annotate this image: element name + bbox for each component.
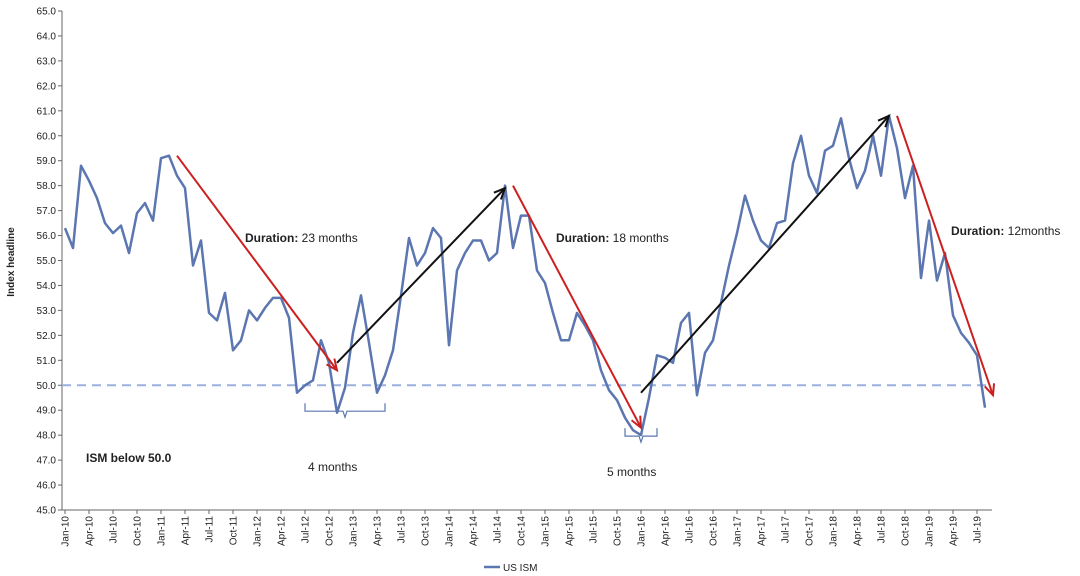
x-tick-label: Oct-16 [709, 516, 720, 546]
y-axis-title: Index headline [6, 227, 17, 297]
y-tick-label: 53.0 [37, 306, 57, 317]
below-50-label-2: 5 months [607, 465, 656, 479]
x-tick-label: Apr-14 [469, 516, 480, 546]
x-tick-label: Apr-10 [85, 516, 96, 546]
x-tick-label: Jul-17 [781, 516, 792, 544]
x-tick-label: Jan-17 [733, 516, 744, 547]
y-tick-label: 47.0 [37, 456, 57, 467]
y-tick-label: 45.0 [37, 506, 57, 517]
trend-arrow-4 [640, 113, 891, 394]
x-tick-label: Jan-10 [61, 516, 72, 547]
duration-label-3: Duration: 12months [951, 224, 1060, 238]
duration-label-2-bold: Duration: [556, 231, 609, 245]
y-tick-label: 61.0 [37, 106, 57, 117]
x-tick-label: Oct-12 [325, 516, 336, 546]
trend-arrow-5 [896, 115, 996, 398]
duration-label-3-bold: Duration: [951, 224, 1004, 238]
y-tick-label: 50.0 [37, 381, 57, 392]
y-tick-label: 46.0 [37, 481, 57, 492]
y-tick-label: 63.0 [37, 56, 57, 67]
x-tick-label: Oct-15 [613, 516, 624, 546]
x-tick-label: Jan-11 [157, 516, 168, 546]
y-tick-label: 51.0 [37, 356, 57, 367]
legend-label-us-ism: US ISM [503, 563, 537, 574]
x-tick-label: Apr-11 [181, 516, 192, 546]
x-tick-label: Jul-16 [685, 516, 696, 544]
x-tick-label: Oct-17 [805, 516, 816, 546]
y-tick-label: 58.0 [37, 181, 57, 192]
x-tick-label: Oct-11 [229, 516, 240, 546]
below-50-label-1: 4 months [308, 460, 357, 474]
below-50-bracket-1 [304, 403, 386, 420]
x-tick-label: Jan-18 [829, 516, 840, 547]
x-tick-label: Oct-18 [901, 516, 912, 546]
x-tick-label: Jul-19 [973, 516, 984, 544]
x-tick-label: Jul-15 [589, 516, 600, 544]
trend-arrow-1 [176, 155, 339, 373]
x-tick-label: Apr-12 [277, 516, 288, 546]
x-tick-label: Oct-14 [517, 516, 528, 546]
x-tick-label: Oct-13 [421, 516, 432, 546]
x-tick-label: Apr-18 [853, 516, 864, 546]
trend-arrows [176, 113, 996, 430]
trend-arrow-2 [336, 186, 507, 364]
y-tick-label: 60.0 [37, 131, 57, 142]
x-tick-label: Jul-13 [397, 516, 408, 544]
x-tick-label: Jul-18 [877, 516, 888, 544]
x-tick-label: Apr-13 [373, 516, 384, 546]
x-tick-label: Jan-14 [445, 516, 456, 547]
y-tick-label: 54.0 [37, 281, 57, 292]
y-tick-label: 56.0 [37, 231, 57, 242]
x-tick-label: Apr-15 [565, 516, 576, 546]
x-tick-label: Jan-13 [349, 516, 360, 547]
x-tick-label: Apr-17 [757, 516, 768, 546]
y-tick-label: 48.0 [37, 431, 57, 442]
x-tick-label: Oct-10 [133, 516, 144, 546]
legend: US ISM [484, 563, 537, 574]
y-axis-ticks: 45.0 46.0 47.0 48.0 49.0 50.0 51.0 52.0 53.0 54.0… [37, 7, 62, 517]
below-50-bracket-2 [624, 428, 658, 445]
y-tick-label: 59.0 [37, 156, 57, 167]
x-tick-label: Jul-10 [109, 516, 120, 544]
y-tick-label: 64.0 [37, 31, 57, 42]
y-tick-label: 57.0 [37, 206, 57, 217]
x-tick-label: Jan-19 [925, 516, 936, 547]
y-tick-label: 65.0 [37, 7, 57, 18]
duration-label-1-bold: Duration: [245, 231, 298, 245]
duration-label-1: Duration: 23 months [245, 231, 358, 245]
x-tick-label: Jan-12 [253, 516, 264, 547]
ism-below-50-note: ISM below 50.0 [86, 451, 172, 465]
duration-label-2: Duration: 18 months [556, 231, 669, 245]
y-tick-label: 62.0 [37, 81, 57, 92]
x-tick-label: Jul-11 [205, 516, 216, 543]
duration-label-3-text: 12months [1004, 224, 1060, 238]
x-tick-label: Jan-15 [541, 516, 552, 547]
series-line-us-ism [63, 114, 987, 437]
duration-label-2-text: 18 months [609, 231, 668, 245]
x-tick-label: Jul-14 [493, 516, 504, 544]
below-50-brackets [304, 403, 658, 445]
x-tick-label: Jan-16 [637, 516, 648, 547]
trend-arrow-3 [512, 185, 643, 430]
x-tick-label: Apr-16 [661, 516, 672, 546]
y-tick-label: 49.0 [37, 406, 57, 417]
x-tick-label: Jul-12 [301, 516, 312, 544]
x-axis-ticks: Jan-10 Apr-10 Jul-10 Oct-10 Jan-11 Apr-11 Jul-… [61, 510, 984, 547]
y-tick-label: 52.0 [37, 331, 57, 342]
y-tick-label: 55.0 [37, 256, 57, 267]
duration-label-1-text: 23 months [298, 231, 357, 245]
x-tick-label: Apr-19 [949, 516, 960, 546]
